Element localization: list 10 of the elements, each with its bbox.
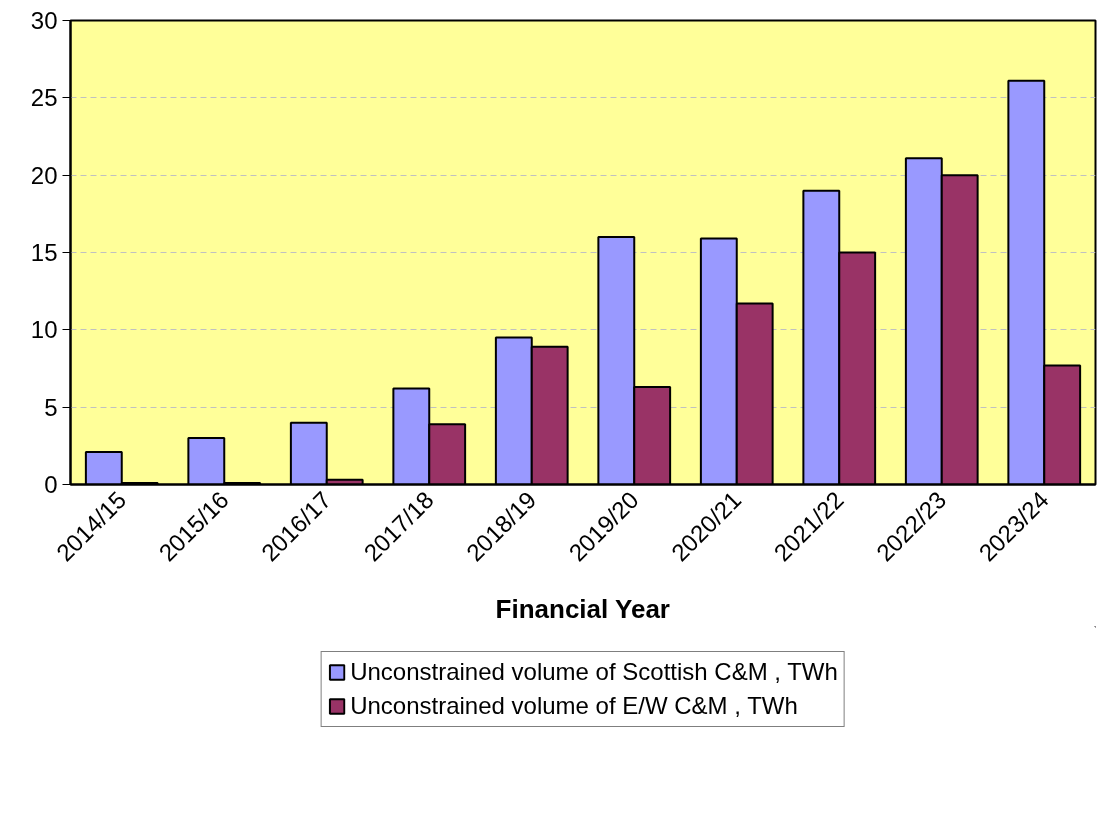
y-tick-label: 5: [44, 393, 58, 421]
x-axis-title: Financial Year: [495, 593, 670, 624]
y-tick-label: 25: [30, 84, 58, 112]
legend-label: Unconstrained volume of E/W C&M , TWh: [350, 691, 798, 720]
y-tick-label: 0: [44, 471, 58, 498]
legend-label: Unconstrained volume of Scottish C&M , TWh: [350, 657, 838, 686]
y-tick-label: 15: [30, 239, 58, 266]
y-tick-label: 30: [30, 7, 58, 34]
y-tick-label: 20: [30, 161, 58, 189]
y-tick-label: 10: [30, 316, 58, 344]
